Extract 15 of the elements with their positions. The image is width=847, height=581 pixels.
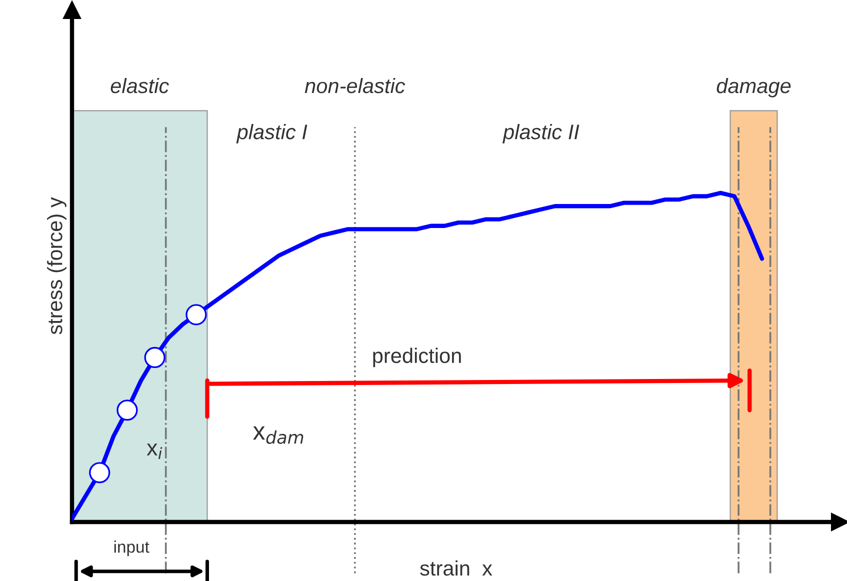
text: non-elastic xyxy=(304,78,406,94)
point xyxy=(89,462,110,484)
y-axis-title: stress (force) y xyxy=(47,197,66,334)
text: input xyxy=(114,540,150,556)
text: plastic II xyxy=(502,124,580,144)
text: plastic I xyxy=(236,124,308,144)
point xyxy=(144,346,166,368)
annotation: x$_{dam}$ xyxy=(253,426,304,444)
annotation: prediction xyxy=(373,348,461,368)
text: damage xyxy=(716,78,791,98)
annotation: x$_{i}$ xyxy=(146,444,162,459)
point xyxy=(186,304,207,326)
point xyxy=(116,400,138,421)
text: elastic xyxy=(110,78,169,94)
x-axis-title: strain x xyxy=(420,560,492,576)
